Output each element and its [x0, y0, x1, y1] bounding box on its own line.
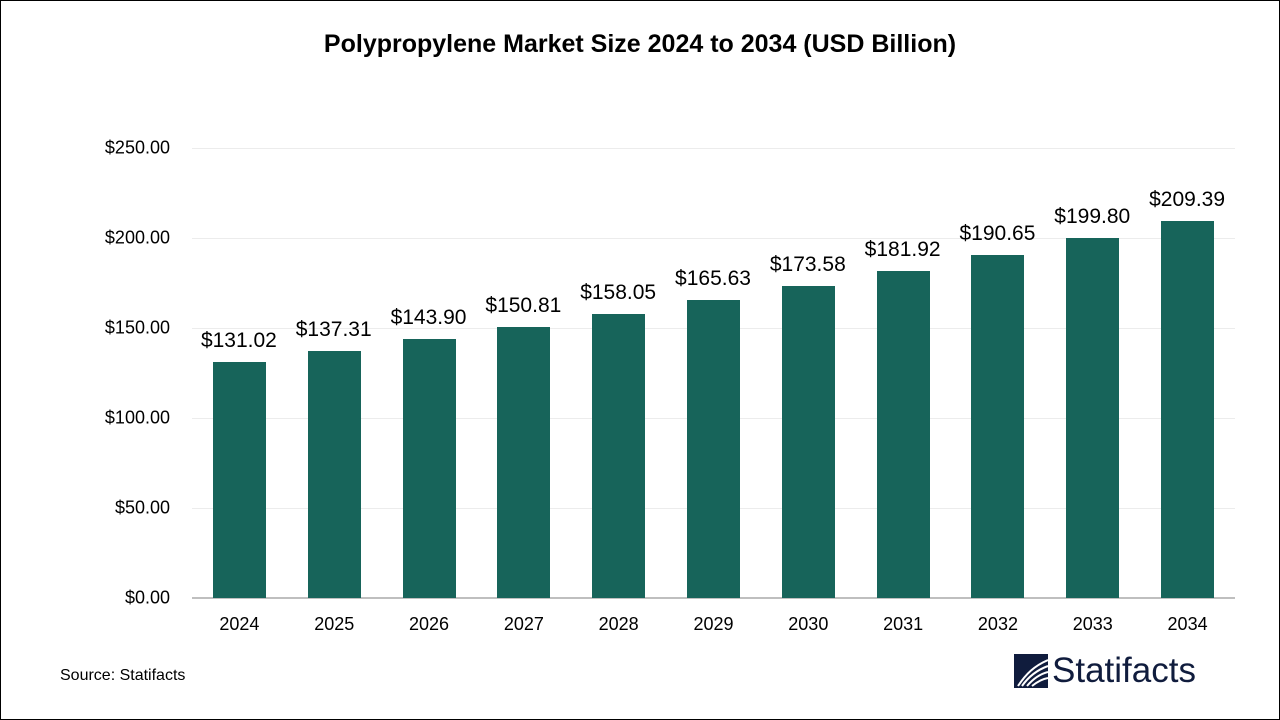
- y-tick-label: $100.00: [104, 407, 170, 428]
- bar-2026: [402, 338, 456, 598]
- x-tick-label: 2034: [1167, 614, 1208, 634]
- data-label: $143.90: [390, 305, 467, 329]
- plot-area: $131.02 $137.31 $143.90 $150.81 $158.05 $165.…: [192, 148, 1235, 599]
- x-tick-label: 2032: [977, 614, 1018, 634]
- data-label: $181.92: [864, 237, 941, 261]
- gridline: [192, 238, 1235, 239]
- x-tick-label: 2026: [409, 614, 450, 634]
- x-axis-line: [192, 597, 1235, 599]
- x-tick-label: 2028: [598, 614, 639, 634]
- statifacts-logo: Statifacts: [1014, 651, 1196, 691]
- x-tick-label: 2025: [314, 614, 355, 634]
- statifacts-logo-text: Statifacts: [1052, 651, 1196, 690]
- bar-2025: [307, 350, 361, 598]
- y-tick-label: $0.00: [124, 587, 170, 608]
- bar-2028: [592, 313, 646, 598]
- data-label: $137.31: [295, 317, 372, 341]
- data-label: $131.02: [200, 329, 277, 353]
- y-tick-label: $50.00: [114, 497, 170, 518]
- bar-2031: [876, 270, 930, 598]
- gridline: [192, 148, 1235, 149]
- bar-2030: [781, 285, 835, 598]
- x-tick-label: 2030: [788, 614, 829, 634]
- bar-2032: [971, 254, 1025, 598]
- data-label: $209.39: [1149, 188, 1226, 212]
- x-tick-label: 2031: [883, 614, 924, 634]
- data-label: $190.65: [959, 221, 1036, 245]
- bar-2034: [1161, 221, 1215, 598]
- x-tick-label: 2024: [219, 614, 260, 634]
- x-tick-label: 2029: [693, 614, 734, 634]
- source-note: Source: Statifacts: [60, 667, 186, 684]
- data-label: $165.63: [675, 266, 751, 290]
- chart-title: Polypropylene Market Size 2024 to 2034 (…: [323, 30, 957, 58]
- data-label: $199.80: [1054, 205, 1131, 229]
- bar-2033: [1066, 238, 1120, 598]
- y-tick-label: $250.00: [104, 137, 170, 158]
- data-label: $173.58: [769, 252, 846, 276]
- statifacts-logo-icon: [1014, 654, 1048, 688]
- x-tick-label: 2027: [503, 614, 544, 634]
- y-tick-label: $150.00: [104, 317, 170, 338]
- bar-2027: [497, 326, 551, 598]
- data-label: $150.81: [485, 293, 562, 317]
- x-tick-label: 2033: [1072, 614, 1113, 634]
- y-tick-label: $200.00: [104, 227, 170, 248]
- data-label: $158.05: [580, 280, 657, 304]
- bar-2024: [212, 362, 266, 598]
- bar-2029: [687, 299, 740, 598]
